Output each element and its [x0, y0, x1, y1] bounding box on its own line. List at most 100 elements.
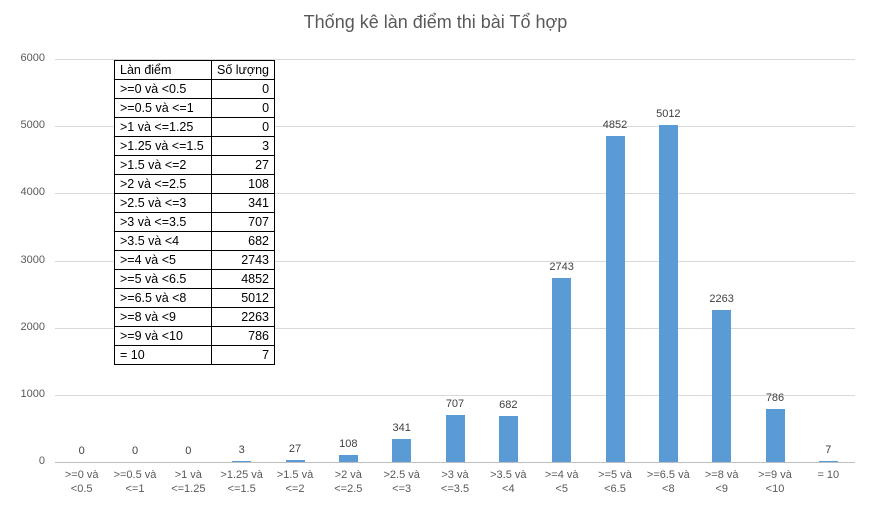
x-tick-label: >1.5 và <=2	[264, 468, 325, 496]
table-cell-range: = 10	[114, 345, 212, 365]
table-cell-count: 0	[210, 98, 276, 118]
table-cell-count: 0	[210, 79, 276, 99]
table-cell-count: 3	[210, 136, 276, 156]
x-tick-label: >=0.5 và <=1	[104, 468, 165, 496]
table-header-cell: Số lượng	[210, 60, 276, 80]
table-cell-range: >1 và <=1.25	[114, 117, 212, 137]
x-tick-label-line: >1.25 và	[220, 469, 263, 481]
x-tick-label-line: >3.5 và	[490, 469, 527, 481]
x-tick-label-line: <9	[715, 483, 728, 495]
bar	[818, 461, 838, 462]
x-tick-label-line: >=9 và	[758, 469, 792, 481]
table-row: >=6.5 và <8 5012	[114, 288, 276, 308]
x-tick-label-line: >=0 và	[64, 469, 99, 481]
table-cell-count: 4852	[210, 269, 276, 289]
bar-value-label: 2743	[549, 260, 574, 273]
bar	[232, 461, 252, 462]
x-tick-label-line: >=6.5 và	[646, 469, 690, 481]
frequency-table-head: Làn điểm Số lượng	[114, 60, 276, 80]
bar-value-label: 707	[445, 397, 465, 410]
x-tick-label-line: <10	[765, 483, 785, 495]
table-cell-count: 5012	[210, 288, 276, 308]
bar	[765, 409, 785, 462]
x-tick-label: >=0 và <0.5	[51, 468, 112, 496]
bar-value-label: 108	[339, 437, 358, 450]
y-tick-label: 6000	[20, 52, 45, 64]
table-cell-range: >=6.5 và <8	[114, 288, 212, 308]
bar	[445, 414, 465, 462]
x-tick-label-line: <=1.5	[227, 483, 256, 495]
x-tick-label: = 10	[798, 468, 859, 482]
table-cell-range: >=9 và <10	[114, 326, 212, 346]
bar	[658, 125, 678, 462]
table-cell-range: >=0.5 và <=1	[114, 98, 212, 118]
table-cell-count: 27	[210, 155, 276, 175]
gridline	[55, 260, 855, 262]
x-tick-label-line: >=0.5 và	[113, 469, 157, 481]
bar-value-label: 3	[238, 444, 245, 456]
x-tick-label-line: <4	[502, 483, 515, 495]
table-row: >1 và <=1.25 0	[114, 117, 276, 137]
table-cell-range: >3 và <=3.5	[114, 212, 212, 232]
bar	[498, 416, 518, 462]
x-tick-label-line: <=2	[285, 483, 305, 495]
bar	[605, 136, 625, 462]
x-tick-label-line: >2.5 và	[383, 469, 420, 481]
gridline	[55, 394, 855, 396]
table-row: >2 và <=2.5 108	[114, 174, 276, 194]
table-cell-count: 7	[210, 345, 276, 365]
bar-value-label: 5012	[656, 108, 681, 121]
x-tick-label-line: <0.5	[70, 483, 93, 495]
gridline	[55, 126, 855, 128]
x-tick-label-line: <6.5	[604, 483, 626, 495]
table-cell-count: 108	[210, 174, 276, 194]
x-tick-label-line: >1.5 và	[276, 469, 314, 481]
table-header-row: Làn điểm Số lượng	[114, 60, 276, 80]
bar-value-label: 27	[288, 443, 302, 456]
y-tick-label: 2000	[20, 320, 45, 333]
table-row: >3 và <=3.5 707	[114, 212, 276, 232]
table-row: >=0 và <0.5 0	[114, 79, 276, 99]
x-tick-label-line: >1 và	[174, 469, 202, 481]
table-cell-count: 2263	[210, 307, 276, 327]
y-tick-label: 1000	[20, 387, 45, 400]
bar-value-label: 0	[185, 445, 192, 457]
x-tick-label: >=5 và <6.5	[584, 468, 645, 496]
table-row: >=9 và <10 786	[114, 326, 276, 346]
x-tick-label-line: >=5 và	[598, 469, 632, 481]
x-tick-label-line: <=2.5	[334, 483, 363, 495]
bar	[552, 277, 572, 462]
x-tick-label: >=4 và <5	[531, 468, 592, 496]
x-tick-label: >=9 và <10	[744, 468, 805, 496]
y-tick-label: 3000	[20, 253, 45, 266]
gridline	[55, 59, 855, 60]
bar-value-label: 4852	[602, 119, 628, 132]
table-cell-range: >=8 và <9	[114, 307, 212, 327]
x-axis-line	[55, 462, 855, 463]
table-row: >=4 và <5 2743	[114, 250, 276, 270]
table-cell-count: 682	[210, 231, 276, 251]
bar	[338, 454, 358, 462]
table-row: >1.25 và <=1.5 3	[114, 136, 276, 156]
table-cell-range: >2 và <=2.5	[114, 174, 212, 194]
table-row: >1.5 và <=2 27	[114, 155, 276, 175]
table-row: = 10 7	[114, 345, 276, 365]
table-cell-range: >2.5 và <=3	[114, 193, 212, 213]
chart-title: Thống kê làn điểm thi bài Tổ hợp	[303, 12, 568, 32]
x-tick-label-line: <5	[555, 483, 568, 495]
bar-value-label: 341	[392, 422, 411, 435]
x-tick-label-line: <=1.25	[171, 483, 206, 495]
bar-value-label: 682	[499, 399, 518, 412]
x-tick-label: >2 và <=2.5	[318, 468, 379, 496]
table-cell-count: 786	[210, 326, 276, 346]
y-tick-label: 5000	[20, 119, 45, 132]
table-cell-range: >3.5 và <4	[114, 231, 212, 251]
x-tick-label-line: >=4 và	[544, 469, 579, 481]
gridline	[55, 193, 855, 195]
x-tick-label: >1 và <=1.25	[158, 468, 219, 496]
table-cell-range: >1.25 và <=1.5	[114, 136, 212, 156]
x-tick-label: >3 và <=3.5	[424, 468, 485, 496]
y-tick-label: 0	[38, 455, 45, 467]
x-tick-label: >2.5 và <=3	[371, 468, 432, 496]
bar	[712, 310, 732, 462]
